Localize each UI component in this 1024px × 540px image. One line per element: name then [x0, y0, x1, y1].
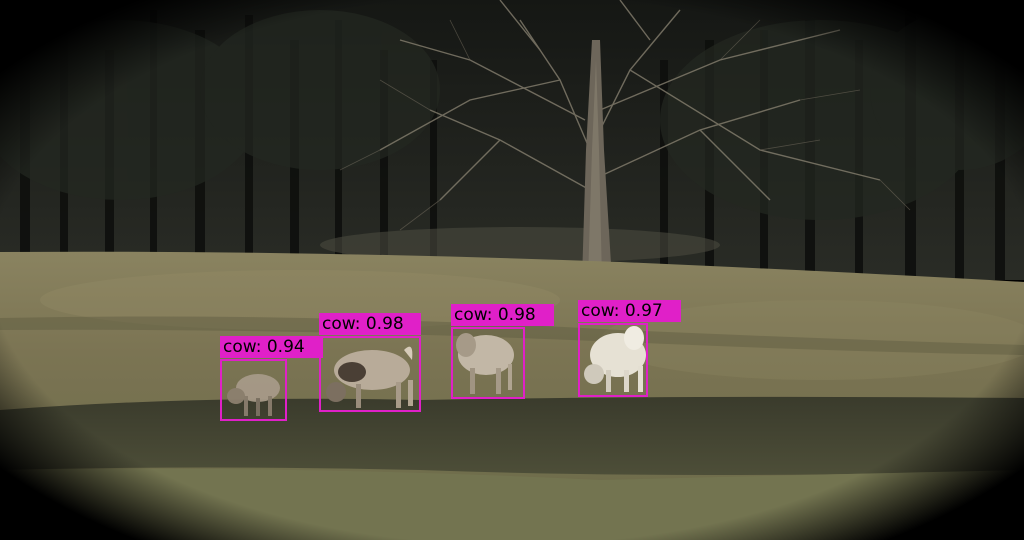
detection-label-4: cow: 0.97 — [578, 300, 681, 322]
detection-box-2 — [319, 336, 421, 412]
detection-label-3: cow: 0.98 — [451, 304, 554, 326]
detection-box-3 — [451, 327, 525, 399]
detection-box-4 — [578, 323, 648, 397]
detection-box-1 — [220, 359, 287, 421]
detection-label-2: cow: 0.98 — [319, 313, 421, 335]
detection-label-1: cow: 0.94 — [220, 336, 323, 358]
